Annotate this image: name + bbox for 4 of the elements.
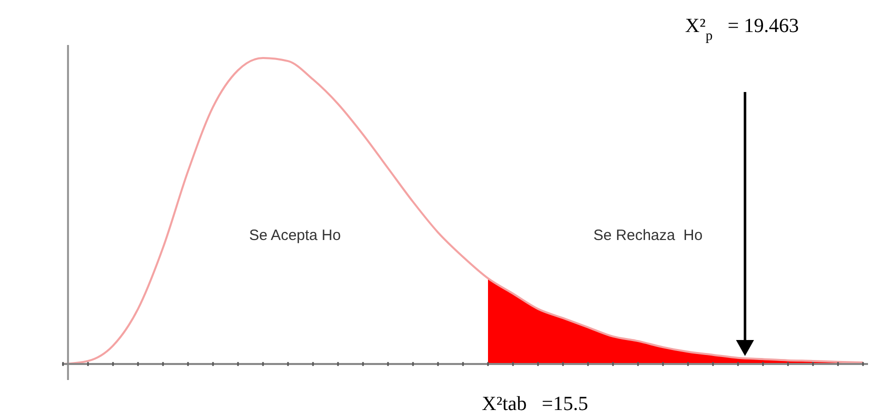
annotation: Se Rechaza Ho — [593, 227, 703, 244]
annotation: Se Acepta Ho — [249, 227, 341, 244]
text: X²$_{p}$ = 19.463 — [685, 15, 799, 44]
text: X²tab =15.5 — [482, 393, 588, 415]
